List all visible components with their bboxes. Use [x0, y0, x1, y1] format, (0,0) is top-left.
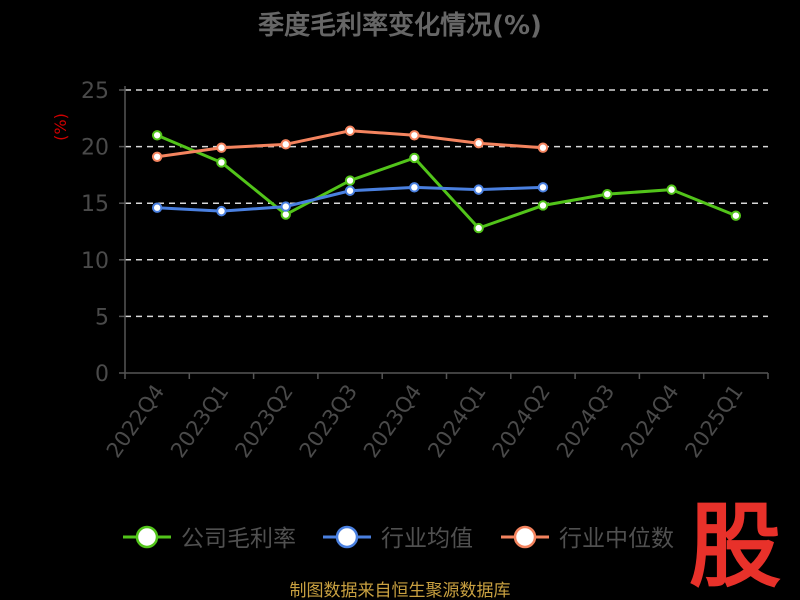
x-tick-label: 2023Q2 [230, 380, 297, 462]
x-tick-label: 2023Q1 [166, 380, 233, 462]
x-tick-label: 2024Q3 [552, 380, 619, 462]
legend-marker [335, 525, 359, 549]
data-point [537, 142, 549, 153]
y-tick-label: 15 [81, 192, 109, 217]
legend-item-1: 公司毛利率 [123, 525, 296, 552]
data-point [216, 157, 227, 168]
data-point [280, 201, 291, 212]
x-tick-labels: 2022Q42023Q12023Q22023Q32023Q42024Q12024… [102, 380, 748, 462]
data-point [537, 200, 549, 211]
data-point [409, 130, 420, 141]
legend: 公司毛利率 行业均值 行业中位数 [123, 525, 674, 552]
x-tick-label: 2024Q4 [616, 380, 683, 462]
legend-item-3: 行业中位数 [501, 525, 674, 552]
data-point [216, 205, 227, 217]
data-point [473, 222, 484, 234]
legend-label: 行业中位数 [559, 526, 674, 552]
y-axis-label: (%) [51, 113, 70, 141]
chart-title: 季度毛利率变化情况(%) [258, 10, 542, 41]
data-point [280, 139, 291, 150]
x-tick-label: 2023Q3 [295, 380, 362, 462]
data-point [666, 184, 677, 195]
axes [119, 86, 769, 379]
data-point [151, 151, 163, 162]
y-tick-labels: 0 5 10 15 20 25 [81, 79, 109, 387]
data-point [344, 175, 356, 186]
x-tick-label: 2024Q2 [488, 380, 555, 462]
data-point [537, 182, 549, 193]
series-layer [151, 125, 742, 234]
data-point [409, 182, 420, 193]
data-point [473, 184, 484, 195]
y-tick-label: 0 [95, 362, 109, 387]
y-tick-label: 20 [81, 136, 109, 161]
x-tick-label: 2022Q4 [102, 380, 169, 462]
series-1 [151, 130, 742, 234]
series-line [156, 133, 737, 230]
x-tick-label: 2025Q1 [680, 380, 747, 462]
data-point [602, 188, 613, 200]
grid-lines [125, 89, 768, 318]
brand-logo-text: 股 [689, 493, 781, 600]
y-tick-label: 10 [81, 249, 109, 274]
legend-item-2: 行业均值 [323, 525, 473, 552]
data-point [409, 152, 420, 164]
legend-label: 公司毛利率 [181, 526, 296, 552]
series-2 [151, 182, 549, 217]
x-tick-label: 2024Q1 [423, 380, 490, 462]
legend-marker [513, 525, 537, 549]
data-point [344, 125, 356, 136]
footer-source: 制图数据来自恒生聚源数据库 [290, 581, 511, 600]
data-point [473, 138, 484, 149]
data-point [151, 202, 163, 213]
legend-label: 行业均值 [381, 526, 473, 552]
data-point [344, 185, 356, 196]
data-point [151, 130, 163, 141]
data-point [730, 210, 742, 221]
x-tick-label: 2023Q4 [359, 380, 426, 462]
data-point [216, 142, 227, 153]
legend-marker [135, 525, 159, 549]
y-tick-label: 5 [95, 305, 109, 330]
series-3 [151, 125, 549, 162]
y-tick-label: 25 [81, 79, 109, 104]
